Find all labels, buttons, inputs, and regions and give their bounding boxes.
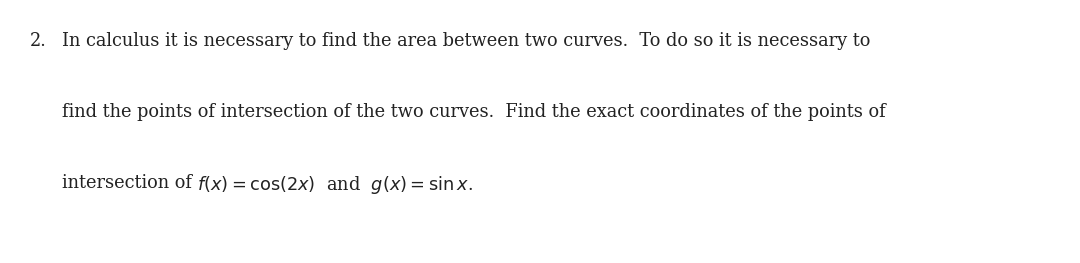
Text: $f(x) = \cos(2x)$  and  $g(x) = \sin x$.: $f(x) = \cos(2x)$ and $g(x) = \sin x$. [198, 174, 473, 196]
Text: 2.: 2. [30, 32, 48, 49]
Text: In calculus it is necessary to find the area between two curves.  To do so it is: In calculus it is necessary to find the … [62, 32, 869, 49]
Text: intersection of: intersection of [62, 174, 198, 191]
Text: find the points of intersection of the two curves.  Find the exact coordinates o: find the points of intersection of the t… [62, 103, 886, 120]
